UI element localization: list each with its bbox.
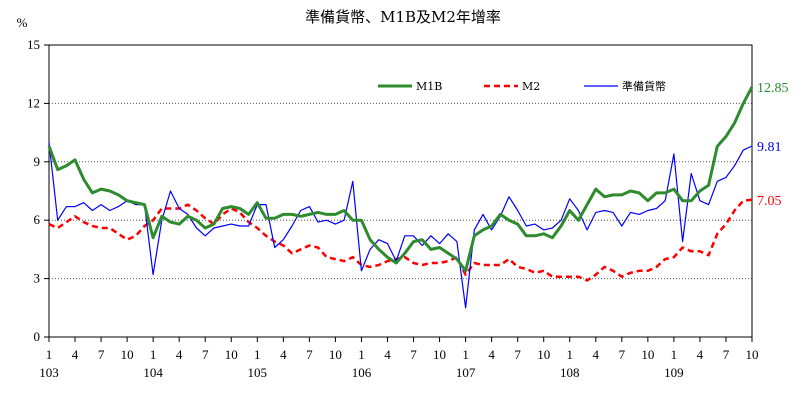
legend-label-1: M2: [522, 80, 540, 93]
y-axis-ticks: 0 3 6 9 12 15: [27, 37, 49, 344]
x-year-label: 107: [456, 365, 476, 380]
legend-label-0: M1B: [416, 80, 442, 93]
x-tick-label: 7: [410, 347, 417, 362]
x-year-label: 104: [143, 365, 163, 380]
x-tick-label: 7: [514, 347, 521, 362]
x-year-label: 105: [248, 365, 268, 380]
x-tick-label: 7: [98, 347, 105, 362]
gridlines: [49, 102, 752, 280]
series-line-2: [48, 142, 753, 309]
x-tick-label: 4: [176, 347, 183, 362]
end-label-0: 12.85: [757, 81, 789, 96]
chart-title: 準備貨幣、M1B及M2年增率: [305, 8, 501, 26]
x-tick-label: 10: [641, 347, 654, 362]
x-year-label: 103: [39, 365, 59, 380]
x-tick-label: 10: [537, 347, 550, 362]
axes: [48, 44, 753, 338]
x-tick-label: 7: [723, 347, 730, 362]
x-tick-label: 4: [72, 347, 79, 362]
x-tick-label: 10: [433, 347, 446, 362]
x-tick-label: 4: [593, 347, 600, 362]
x-year-label: 106: [352, 365, 372, 380]
series-line-0: [47, 86, 754, 273]
x-tick-label: 7: [619, 347, 626, 362]
x-tick-label: 1: [566, 347, 573, 362]
x-tick-label: 10: [225, 347, 238, 362]
x-tick-label: 4: [488, 347, 495, 362]
series-lines: [47, 86, 754, 309]
x-tick-label: 4: [697, 347, 704, 362]
x-tick-label: 4: [280, 347, 287, 362]
y-tick-label: 6: [34, 212, 41, 227]
legend: M1B M2 準備貨幣: [378, 79, 666, 93]
y-tick-label: 3: [34, 271, 41, 286]
x-tick-label: 1: [46, 347, 53, 362]
x-year-label: 108: [560, 365, 580, 380]
end-labels: 12.85 7.05 9.81: [757, 81, 789, 209]
x-tick-label: 1: [671, 347, 678, 362]
x-tick-label: 10: [121, 347, 134, 362]
plot-frame: [48, 44, 753, 338]
end-label-1: 7.05: [757, 194, 782, 209]
end-label-2: 9.81: [757, 140, 782, 155]
series-line-1: [48, 198, 753, 282]
x-tick-label: 4: [384, 347, 391, 362]
y-tick-label: 15: [27, 37, 40, 52]
y-tick-label: 9: [34, 154, 41, 169]
x-tick-label: 10: [746, 347, 759, 362]
x-tick-label: 10: [329, 347, 342, 362]
y-axis-unit: %: [17, 15, 28, 30]
x-year-label: 109: [664, 365, 684, 380]
x-tick-label: 1: [462, 347, 469, 362]
x-tick-label: 1: [254, 347, 261, 362]
legend-label-2: 準備貨幣: [622, 79, 666, 93]
x-tick-label: 1: [150, 347, 157, 362]
y-tick-label: 0: [34, 329, 41, 344]
x-tick-label: 7: [306, 347, 313, 362]
y-tick-label: 12: [27, 95, 40, 110]
x-axis-ticks: 1 4 7 10 1 4 7 10 1 4 7 10 1 4 7 10 1 4 7 10 1 4 7 10 1 4 7 10 103 10…: [39, 337, 759, 380]
x-tick-label: 7: [202, 347, 209, 362]
x-tick-label: 1: [358, 347, 365, 362]
